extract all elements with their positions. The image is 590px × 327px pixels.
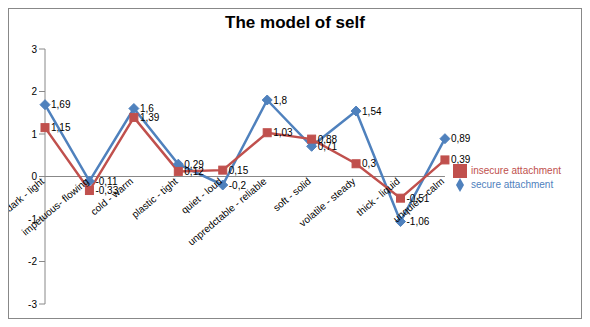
svg-text:cold - warm: cold - warm bbox=[88, 176, 135, 218]
svg-text:0,88: 0,88 bbox=[318, 134, 338, 145]
svg-text:unquiet - calm: unquiet - calm bbox=[391, 175, 447, 225]
svg-text:3: 3 bbox=[31, 44, 37, 55]
svg-text:-0,2: -0,2 bbox=[229, 180, 247, 191]
svg-text:0,3: 0,3 bbox=[362, 158, 376, 169]
svg-text:2: 2 bbox=[31, 86, 37, 97]
svg-text:0,89: 0,89 bbox=[451, 133, 471, 144]
svg-text:1,69: 1,69 bbox=[51, 99, 71, 110]
svg-text:1,6: 1,6 bbox=[139, 103, 154, 115]
svg-text:1,15: 1,15 bbox=[51, 122, 71, 133]
svg-text:0,29: 0,29 bbox=[184, 158, 204, 170]
svg-text:-1,06: -1,06 bbox=[407, 216, 430, 227]
svg-text:0: 0 bbox=[31, 171, 37, 182]
svg-text:volatile - steady: volatile - steady bbox=[297, 176, 357, 229]
html-text:The model of self: The model of self bbox=[225, 13, 365, 32]
svg-text:0,15: 0,15 bbox=[229, 165, 249, 176]
svg-text:thick - liquid: thick - liquid bbox=[354, 176, 402, 218]
svg-text:1: 1 bbox=[31, 129, 37, 140]
svg-text:quiet - loud: quiet - loud bbox=[179, 176, 224, 216]
svg-text:1,8: 1,8 bbox=[273, 95, 287, 106]
svg-text:plastic - tight: plastic - tight bbox=[130, 175, 180, 220]
html-text:insecure attachment: insecure attachment bbox=[470, 164, 561, 176]
svg-text:impetuous- flowing: impetuous- flowing bbox=[20, 176, 91, 238]
svg-text:-0,51: -0,51 bbox=[407, 193, 430, 204]
svg-text:1,39: 1,39 bbox=[140, 112, 160, 123]
svg-text:soft - solid: soft - solid bbox=[271, 176, 313, 214]
svg-text:-0,11: -0,11 bbox=[95, 175, 118, 187]
svg-text:unpredctable - reliable: unpredctable - reliable bbox=[186, 175, 269, 247]
svg-text:-0,33: -0,33 bbox=[95, 185, 118, 196]
svg-text:1,54: 1,54 bbox=[362, 106, 382, 117]
svg-text:0,39: 0,39 bbox=[451, 154, 471, 165]
svg-text:-2: -2 bbox=[28, 256, 37, 267]
svg-text:dark - light: dark - light bbox=[9, 175, 46, 214]
svg-text:0,71: 0,71 bbox=[317, 140, 338, 152]
svg-text:0,12: 0,12 bbox=[184, 166, 204, 177]
svg-text:-3: -3 bbox=[28, 299, 37, 310]
html-text:secure attachment: secure attachment bbox=[470, 178, 554, 190]
svg-text:1,03: 1,03 bbox=[273, 127, 293, 138]
svg-text:-1: -1 bbox=[28, 214, 37, 225]
